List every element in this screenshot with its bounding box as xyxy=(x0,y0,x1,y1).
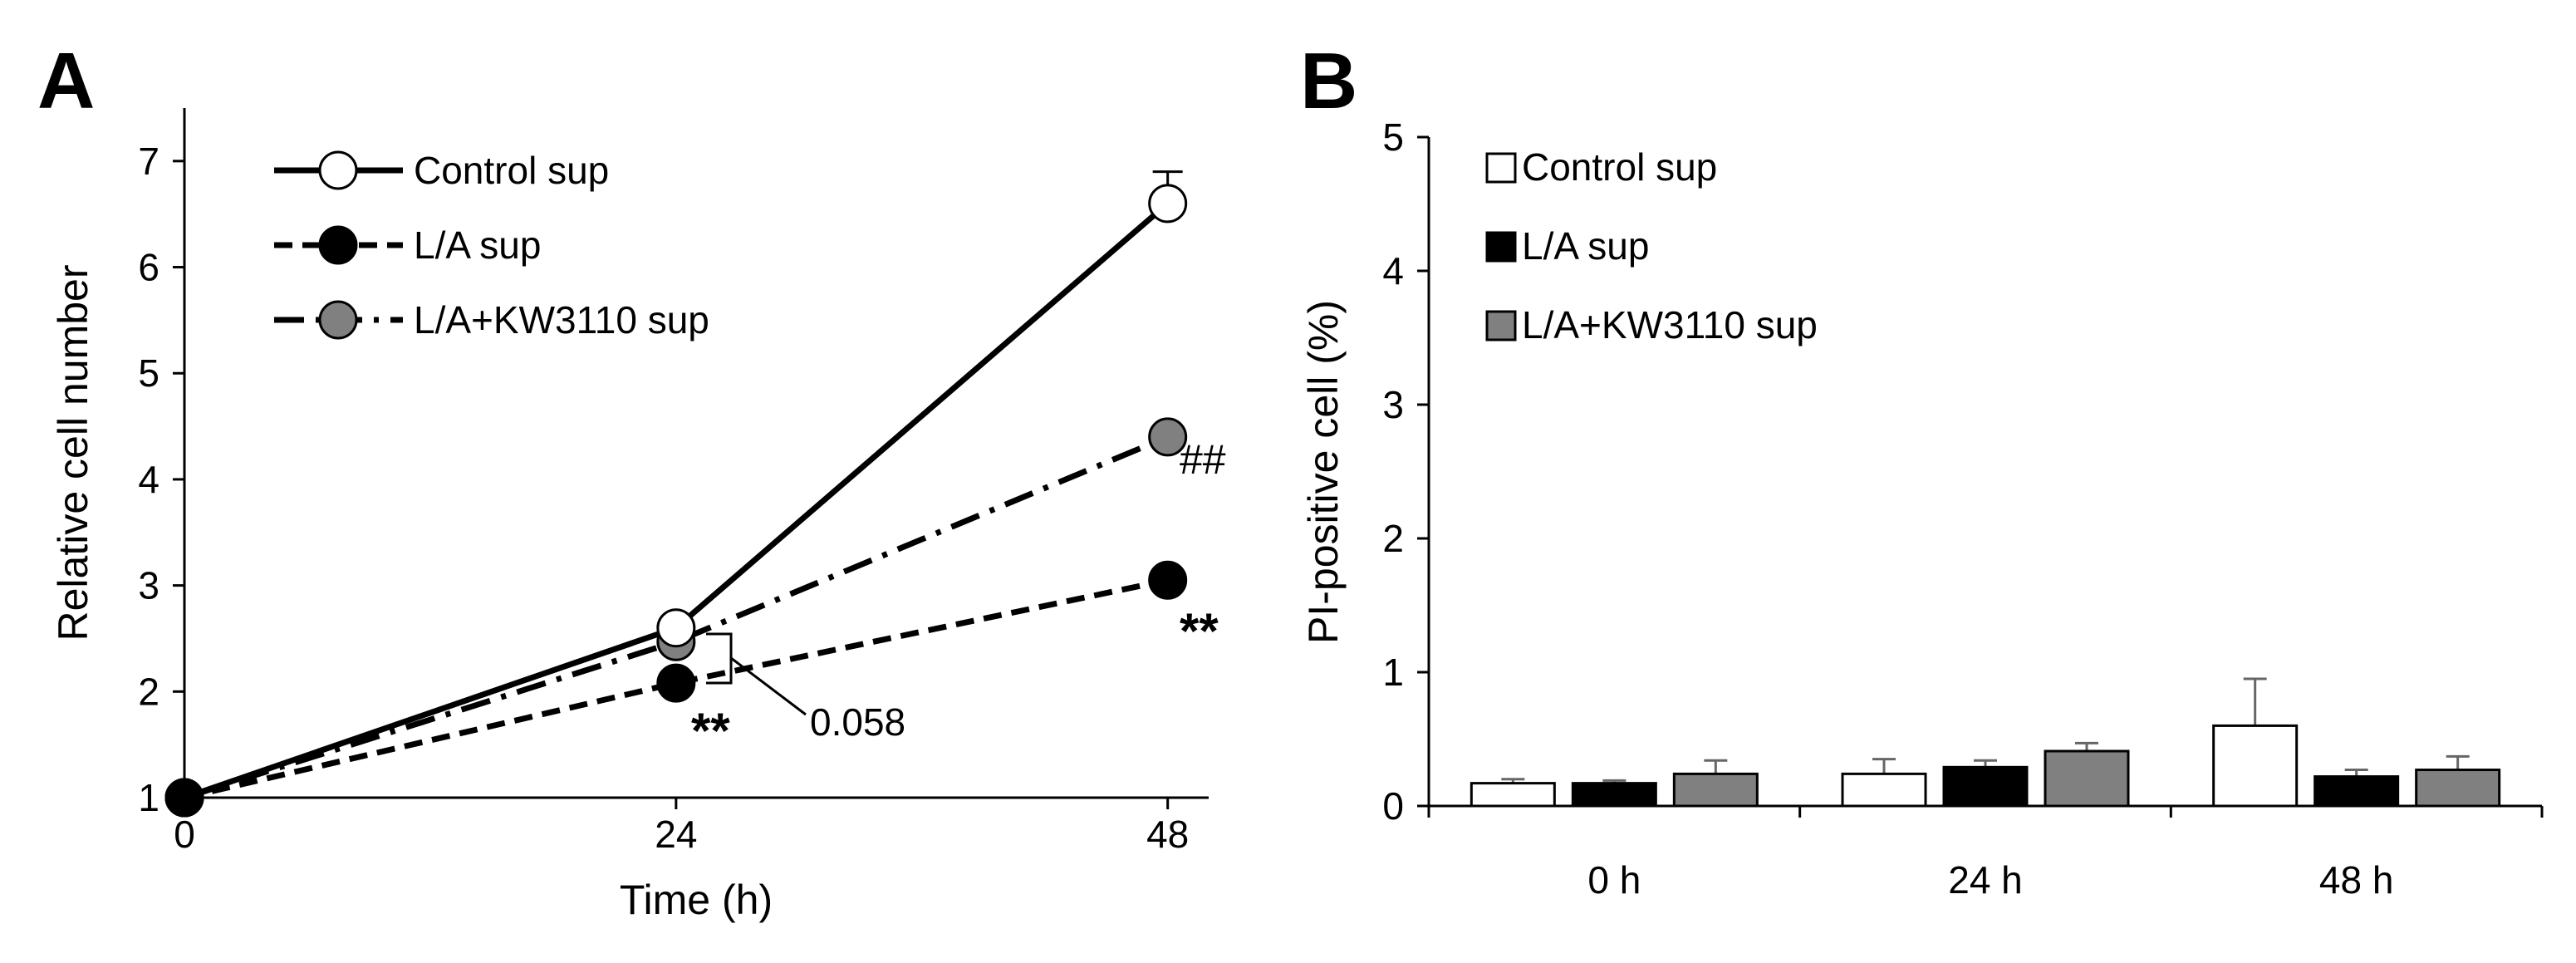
x-tick-label: 24 h xyxy=(1948,858,2023,902)
bar xyxy=(2212,724,2299,808)
y-axis-title-b: PI-positive cell (%) xyxy=(1300,300,1347,644)
y-tick-label: 5 xyxy=(1382,115,1404,159)
y-tick-label: 2 xyxy=(138,670,159,713)
bar xyxy=(2313,775,2400,808)
legend-marker xyxy=(318,300,358,340)
data-point xyxy=(1148,560,1188,600)
legend-label: Control sup xyxy=(1522,145,1717,189)
panel-a-letter: A xyxy=(37,37,95,125)
bar xyxy=(2044,749,2130,808)
legend-swatch xyxy=(1485,231,1517,263)
x-tick-label: 0 h xyxy=(1587,858,1641,902)
x-axis-title-a: Time (h) xyxy=(620,877,773,923)
legend-label: L/A sup xyxy=(1522,224,1649,268)
y-tick-label: 1 xyxy=(138,776,159,819)
data-point xyxy=(656,663,696,703)
legend-label: Control sup xyxy=(414,149,609,192)
y-tick-label: 0 xyxy=(1382,784,1404,828)
legend-label: L/A+KW3110 sup xyxy=(414,298,709,341)
legend-swatch xyxy=(1485,152,1517,184)
annotations-a: 0.058 ** ** ## xyxy=(691,436,1226,759)
data-point xyxy=(1148,417,1188,457)
bar xyxy=(2415,769,2501,808)
y-tick-label: 4 xyxy=(138,458,159,501)
bar xyxy=(1470,782,1556,808)
x-tick-label: 0 xyxy=(174,813,195,856)
legend-marker xyxy=(318,150,358,190)
bar xyxy=(1942,765,2029,808)
p-value-label: 0.058 xyxy=(810,700,905,744)
y-tick-label: 3 xyxy=(138,564,159,607)
legend-swatch xyxy=(1485,310,1517,341)
legend-marker xyxy=(318,225,358,265)
y-tick-label: 1 xyxy=(1382,651,1404,694)
data-point xyxy=(656,608,696,648)
legend-label: L/A sup xyxy=(414,224,541,267)
y-tick-label: 5 xyxy=(138,351,159,395)
x-tick-label: 48 xyxy=(1146,813,1189,856)
bar xyxy=(1571,782,1657,808)
y-axis-title-a: Relative cell number xyxy=(50,265,96,641)
data-point xyxy=(1148,184,1188,224)
y-tick-label: 7 xyxy=(138,140,159,183)
significance-stars-48h: ** xyxy=(1180,603,1219,659)
x-tick-label: 24 xyxy=(655,813,697,856)
hash-marks-48h: ## xyxy=(1180,436,1226,483)
y-tick-label: 4 xyxy=(1382,249,1404,292)
line-chart: 1 2 3 4 5 6 7 0 24 48 Time (h) Relative cell num… xyxy=(50,108,1226,923)
y-tick-label: 3 xyxy=(1382,383,1404,426)
legend-label: L/A+KW3110 sup xyxy=(1522,303,1818,346)
y-tick-label: 6 xyxy=(138,246,159,289)
bracket-leader-line xyxy=(730,656,807,716)
significance-stars-24h: ** xyxy=(691,703,730,759)
y-tick-label: 2 xyxy=(1382,517,1404,560)
legend-a: Control sup L/A sup L/A+KW3110 sup xyxy=(274,149,709,341)
x-tick-label: 48 h xyxy=(2319,858,2394,902)
bar xyxy=(1841,772,1927,808)
legend-b: Control sup L/A sup L/A+KW3110 sup xyxy=(1485,145,1818,346)
bar xyxy=(1672,772,1759,808)
panel-b-letter: B xyxy=(1300,37,1357,125)
data-point xyxy=(164,778,204,818)
